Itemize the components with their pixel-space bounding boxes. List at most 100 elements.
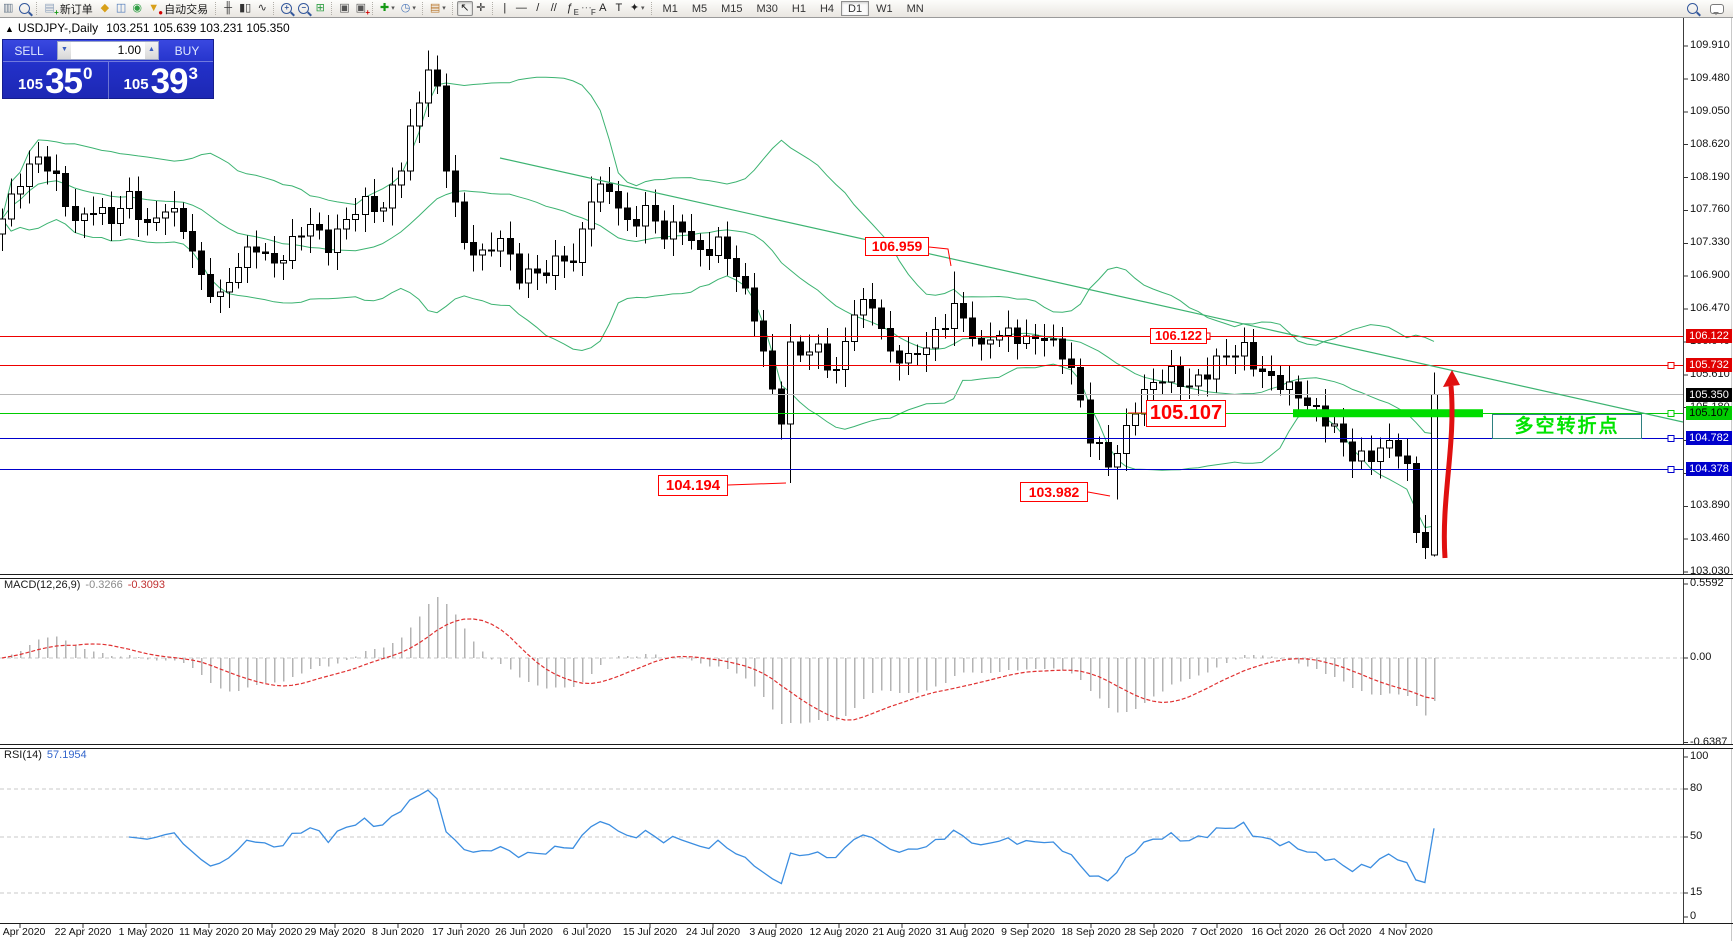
new-order-button[interactable]: ▤ + [44, 2, 59, 17]
callout-line-box_106959 [928, 246, 952, 267]
chart-bottom-border [0, 923, 1733, 924]
timeframe-button-m5[interactable]: M5 [691, 2, 708, 15]
callout-line-box_103982 [1087, 491, 1111, 497]
timeframe-button-m15[interactable]: M15 [721, 2, 743, 15]
buy-price[interactable]: 105 39 3 [109, 62, 214, 99]
chart-objects [0, 157, 1683, 559]
price-label-106959[interactable]: 106.959 [865, 237, 929, 256]
price-tick-label: 108.190 [1690, 170, 1730, 183]
date-tick-label: 18 Sep 2020 [1061, 926, 1121, 938]
price-label-105107[interactable]: 105.107 [1146, 400, 1226, 427]
rsi-scale-label: 100 [1690, 750, 1709, 762]
turning-point-label[interactable]: 多空转折点 [1492, 414, 1642, 439]
trendline-tool-button[interactable]: / [536, 2, 540, 14]
sell-price-prefix: 105 [18, 76, 44, 93]
macd-value-main: -0.3266 [85, 579, 123, 591]
chart-profile-icon[interactable] [16, 1, 33, 16]
zoom-out-button[interactable]: − [295, 1, 312, 16]
bollinger-band-l [1, 218, 1435, 529]
horizontal-line-tool-button[interactable]: — [515, 2, 527, 14]
price-badge-104782: 104.782 [1686, 431, 1732, 446]
indicators-window-add-button[interactable]: ▣ + [355, 2, 371, 17]
equidistant-channel-tool-button[interactable]: // [550, 2, 557, 14]
templates-button[interactable]: ▤ ▾ [429, 2, 446, 14]
buy-price-big: 39 [150, 62, 189, 101]
toolbar-left: ▥ ▤ + 新订单 ◆ ◫ ◉ ▼ ● 自动交易 ╫ ▮▯ ∿ + − ⊞ ▣ ▣ + ✚ ▾ ◷ ▾ ▤ ▾ ↖ ✛ | — ///ƒ E… [0, 1, 656, 17]
level-handle [1667, 410, 1675, 417]
candlestick-chart-type-button[interactable]: ▮▯ [239, 2, 252, 14]
new-order-button-label[interactable]: 新订单 [59, 3, 93, 16]
toolbar-separator [650, 2, 653, 15]
volume-up-button[interactable]: ▲ [145, 42, 158, 59]
sell-button[interactable]: SELL [14, 43, 44, 58]
zoom-in-button[interactable]: + [278, 1, 295, 16]
volume-stepper[interactable]: ▼ 1.00 ▲ [57, 41, 159, 60]
autotrading-button[interactable]: ▼ ● [148, 2, 164, 17]
date-tick-label: 17 Jun 2020 [432, 926, 490, 938]
cursor-tool-button[interactable]: ↖ [456, 1, 473, 16]
buy-button[interactable]: BUY [174, 43, 200, 58]
timeframe-button-m30[interactable]: M30 [756, 2, 778, 15]
timeframe-button-w1[interactable]: W1 [876, 2, 893, 15]
macd-indicator-label: MACD(12,26,9) -0.3266 -0.3093 [4, 579, 165, 591]
metaeditor-icon[interactable]: ◆ [100, 2, 110, 14]
timeframe-button-h4[interactable]: H4 [819, 2, 835, 15]
price-label-103982[interactable]: 103.982 [1020, 482, 1088, 502]
timeframe-button-d1[interactable]: D1 [841, 1, 870, 16]
date-tick-label: 22 Apr 2020 [54, 926, 112, 938]
date-tick-label: 11 May 2020 [179, 926, 239, 938]
toolbar-right [1684, 1, 1727, 16]
toolbar-separator [215, 2, 217, 15]
price-label-104194[interactable]: 104.194 [658, 475, 728, 496]
toolbar-separator [372, 2, 374, 15]
price-tick-label: 103.890 [1690, 499, 1730, 512]
vertical-line-tool-button[interactable]: | [503, 2, 507, 14]
rsi-scale-label: 80 [1690, 782, 1703, 794]
price-badge-104378: 104.378 [1686, 461, 1732, 476]
new-chart-icon[interactable]: ▥ [3, 2, 14, 14]
sell-price[interactable]: 105 35 0 [3, 62, 109, 99]
cycle-lines-tool-button[interactable]: ⋯ F [580, 2, 596, 17]
rsi-pane-separator[interactable] [0, 744, 1733, 749]
signals-icon[interactable]: ◉ [132, 2, 143, 14]
price-tick-label: 106.900 [1690, 269, 1730, 282]
autotrading-button-label[interactable]: 自动交易 [164, 3, 209, 16]
date-tick-label: 26 Oct 2020 [1314, 926, 1372, 938]
trade-arrow[interactable] [1441, 370, 1460, 559]
price-label-106122[interactable]: 106.122 [1150, 328, 1207, 344]
toolbar-separator [273, 2, 275, 15]
tile-windows-button[interactable]: ⊞ [315, 2, 325, 14]
arrows-tool-button[interactable]: ✦ ▾ [629, 2, 645, 14]
price-axis-line [1683, 17, 1684, 923]
toolbar-separator [331, 2, 333, 15]
date-tick-label: 29 May 2020 [304, 926, 366, 938]
add-indicator-button[interactable]: ✚ ▾ [380, 2, 395, 14]
crosshair-tool-button[interactable]: ✛ [476, 2, 486, 14]
date-tick-label: 16 Oct 2020 [1251, 926, 1309, 938]
label-tool-button[interactable]: T [615, 2, 623, 14]
rsi-indicator-label: RSI(14) 57.1954 [4, 749, 87, 761]
buy-price-prefix: 105 [123, 76, 149, 93]
line-chart-type-button[interactable]: ∿ [257, 2, 267, 14]
timeframe-button-mn[interactable]: MN [906, 2, 924, 15]
volume-down-button[interactable]: ▼ [58, 42, 71, 59]
volume-value[interactable]: 1.00 [117, 43, 141, 57]
chat-icon[interactable] [1707, 1, 1727, 16]
descending-trendline[interactable] [499, 157, 1683, 423]
indicators-window-button[interactable]: ▣ [339, 2, 350, 14]
macd-pane-separator[interactable] [0, 574, 1733, 579]
timeframe-button-m1[interactable]: M1 [662, 2, 678, 15]
support-zone-bar[interactable] [1293, 409, 1483, 418]
price-tick-label: 109.480 [1690, 71, 1730, 84]
text-tool-button[interactable]: A [599, 2, 607, 14]
bar-chart-type-button[interactable]: ╫ [224, 2, 232, 14]
timeframe-button-h1[interactable]: H1 [791, 2, 806, 15]
toolbar-separator [451, 2, 454, 15]
periods-button[interactable]: ◷ ▾ [400, 2, 416, 14]
search-icon[interactable] [1684, 1, 1701, 16]
terminal-icon[interactable]: ◫ [115, 2, 127, 14]
price-tick-label: 108.620 [1690, 137, 1730, 150]
buy-price-sup: 3 [188, 64, 198, 83]
